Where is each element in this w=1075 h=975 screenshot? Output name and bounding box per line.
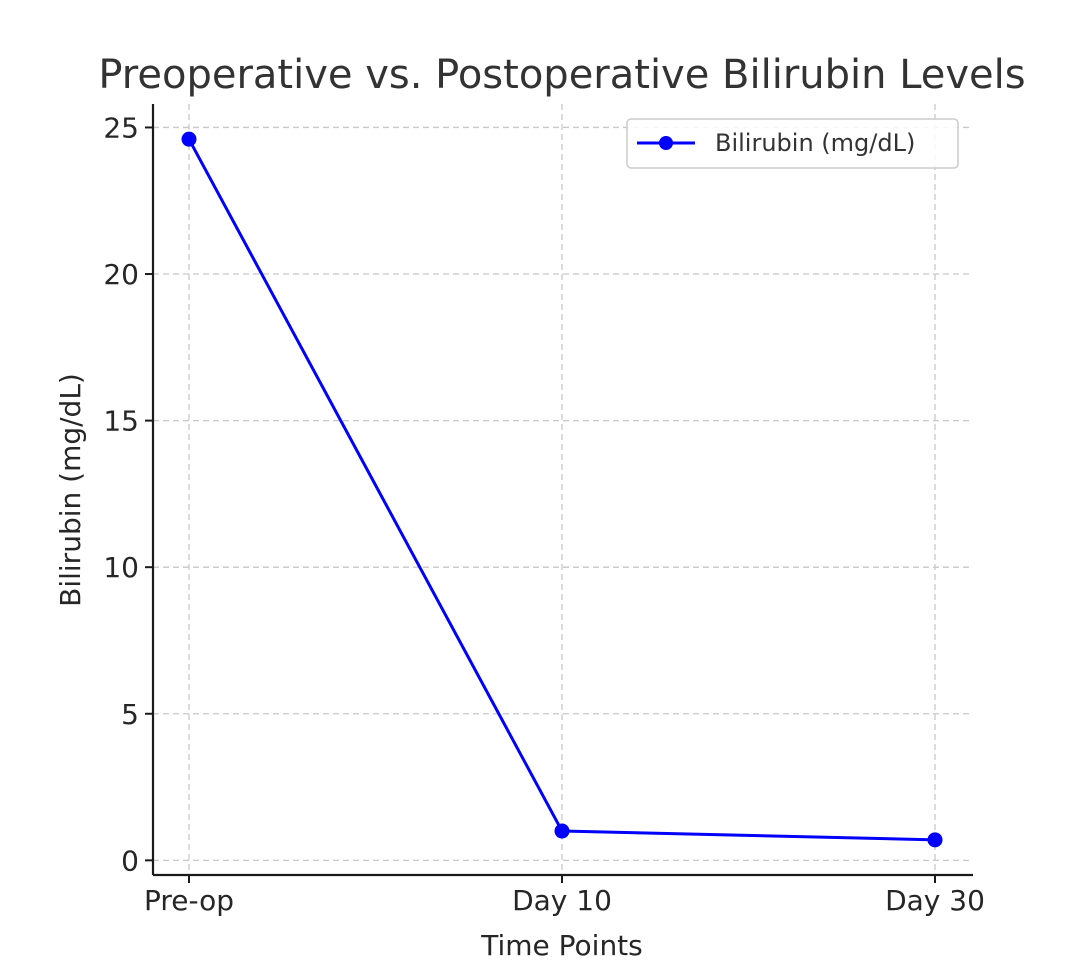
data-point [181,131,197,147]
y-tick-label: 5 [121,698,139,731]
axes [151,104,973,877]
x-tick-label: Pre-op [144,884,234,917]
legend: Bilirubin (mg/dL) [626,118,959,169]
x-tick-label: Day 30 [885,884,985,917]
grid [153,104,970,875]
x-axis-label: Time Points [480,929,643,962]
legend-entry-label: Bilirubin (mg/dL) [715,129,915,157]
legend-box [626,118,959,169]
x-tick-label: Day 10 [512,884,612,917]
data-point [927,832,943,848]
data-point [554,823,570,839]
y-axis-label: Bilirubin (mg/dL) [54,373,87,607]
y-tick-label: 10 [103,551,139,584]
chart-title: Preoperative vs. Postoperative Bilirubin… [98,52,1025,98]
legend-marker-swatch [659,136,673,150]
ticks: 0 5 10 15 20 25 Pre-op Day 10 Day 30 [103,111,985,917]
y-tick-label: 25 [103,111,139,144]
y-tick-label: 0 [121,844,139,877]
y-tick-label: 20 [103,258,139,291]
series-layer [181,131,943,848]
y-tick-label: 15 [103,405,139,438]
